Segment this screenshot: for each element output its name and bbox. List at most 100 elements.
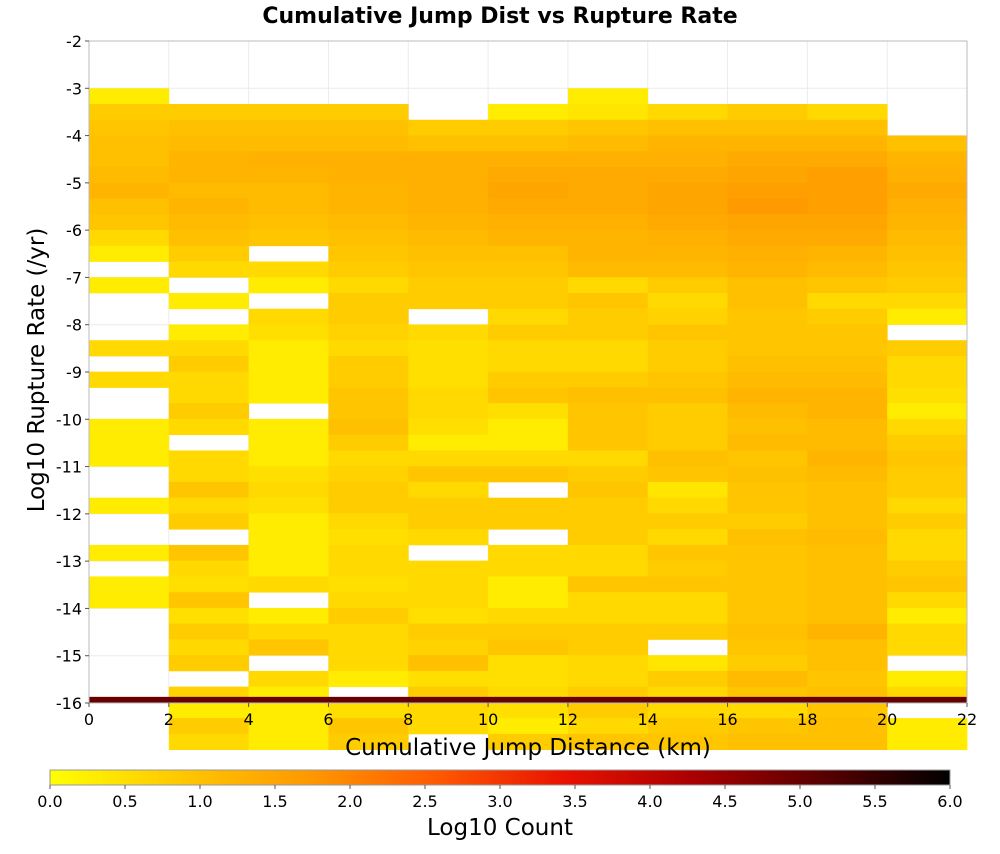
colorbar-tick-label: 4.5 bbox=[712, 792, 737, 811]
heatmap-cell bbox=[408, 497, 489, 514]
heatmap-cell bbox=[887, 151, 968, 168]
heatmap-cell bbox=[727, 497, 808, 514]
heatmap-cell bbox=[89, 198, 170, 215]
heatmap-cell bbox=[168, 104, 250, 121]
heatmap-cell bbox=[727, 733, 808, 751]
heatmap-cell bbox=[807, 592, 888, 609]
heatmap-cell bbox=[567, 355, 649, 373]
y-tick-label: -4 bbox=[66, 127, 82, 146]
heatmap-cell bbox=[727, 639, 808, 656]
heatmap-cell bbox=[727, 403, 808, 420]
heatmap-cell bbox=[408, 718, 489, 735]
heatmap-cell bbox=[567, 592, 649, 609]
heatmap-cell bbox=[567, 292, 649, 310]
heatmap-cell bbox=[248, 387, 329, 404]
heatmap-cell bbox=[567, 340, 649, 357]
heatmap-cell bbox=[807, 135, 888, 152]
heatmap-cell bbox=[727, 119, 808, 136]
heatmap-cell bbox=[248, 182, 329, 199]
heatmap-cell bbox=[488, 639, 569, 656]
heatmap-cell bbox=[248, 466, 329, 483]
heatmap-cell bbox=[328, 403, 409, 420]
heatmap-cell bbox=[647, 592, 728, 609]
heatmap-cell bbox=[408, 655, 489, 672]
heatmap-cell bbox=[887, 371, 968, 388]
heatmap-cell bbox=[647, 450, 728, 467]
heatmap-cell bbox=[248, 544, 329, 562]
heatmap-cell bbox=[89, 497, 170, 514]
heatmap-cell bbox=[328, 733, 409, 751]
heatmap-cell bbox=[328, 371, 409, 388]
x-tick-label: 12 bbox=[558, 710, 578, 729]
heatmap-cell bbox=[647, 230, 728, 247]
colorbar-tick-label: 1.0 bbox=[187, 792, 212, 811]
heatmap-cell bbox=[727, 481, 808, 499]
heatmap-cell bbox=[328, 355, 409, 373]
heatmap-cell bbox=[328, 497, 409, 514]
heatmap-cell bbox=[727, 387, 808, 404]
heatmap-cell bbox=[647, 403, 728, 420]
heatmap-cell bbox=[488, 245, 569, 262]
heatmap-cell bbox=[168, 387, 250, 404]
heatmap-cell bbox=[408, 387, 489, 404]
heatmap-cell bbox=[567, 513, 649, 530]
heatmap-cell bbox=[807, 497, 888, 514]
heatmap-cell bbox=[647, 655, 728, 672]
y-tick-label: -5 bbox=[66, 174, 82, 193]
heatmap-cell bbox=[807, 292, 888, 310]
x-axis-label: Cumulative Jump Distance (km) bbox=[345, 735, 711, 761]
heatmap-cell bbox=[89, 230, 170, 247]
heatmap-cell bbox=[727, 655, 808, 672]
y-tick-label: -8 bbox=[66, 316, 82, 335]
x-tick-label: 22 bbox=[957, 710, 977, 729]
heatmap-cell bbox=[567, 198, 649, 215]
heatmap-cell bbox=[248, 167, 329, 184]
heatmap-cell bbox=[647, 135, 728, 152]
heatmap-cell bbox=[408, 513, 489, 530]
heatmap-cell bbox=[408, 135, 489, 152]
heatmap-cell bbox=[408, 576, 489, 593]
heatmap-cell bbox=[807, 182, 888, 199]
heatmap-cell bbox=[567, 623, 649, 640]
y-tick-label: -13 bbox=[56, 552, 82, 571]
heatmap-cell bbox=[727, 230, 808, 247]
heatmap-cell bbox=[647, 702, 728, 719]
x-tick-label: 16 bbox=[717, 710, 737, 729]
heatmap-cell bbox=[89, 104, 170, 121]
heatmap-cell bbox=[727, 450, 808, 467]
heatmap-cell bbox=[567, 403, 649, 420]
heatmap-cell bbox=[248, 198, 329, 215]
heatmap-cell bbox=[168, 513, 250, 530]
heatmap-cell bbox=[647, 607, 728, 625]
heatmap-cell bbox=[408, 340, 489, 357]
heatmap-cell bbox=[168, 371, 250, 388]
heatmap-cell bbox=[168, 544, 250, 562]
heatmap-cell bbox=[567, 324, 649, 341]
heatmap-cell bbox=[647, 104, 728, 121]
colorbar-tick-label: 5.0 bbox=[787, 792, 812, 811]
heatmap-cell bbox=[328, 230, 409, 247]
heatmap-cell bbox=[248, 104, 329, 121]
heatmap-cell bbox=[488, 403, 569, 420]
x-tick-label: 20 bbox=[877, 710, 897, 729]
heatmap-cell bbox=[488, 670, 569, 688]
heatmap-cell bbox=[89, 434, 170, 451]
heatmap-cell bbox=[647, 434, 728, 451]
heatmap-cell bbox=[807, 151, 888, 168]
heatmap-cell bbox=[887, 718, 968, 735]
heatmap-cell bbox=[567, 135, 649, 152]
heatmap-cell bbox=[727, 418, 808, 436]
heatmap-cell bbox=[328, 639, 409, 656]
heatmap-cell bbox=[567, 481, 649, 499]
heatmap-cell bbox=[567, 450, 649, 467]
colorbar-tick-label: 4.0 bbox=[637, 792, 662, 811]
heatmap-cell bbox=[168, 560, 250, 577]
heatmap-cell bbox=[89, 371, 170, 388]
x-tick-label: 0 bbox=[84, 710, 94, 729]
colorbar-tick-label: 1.5 bbox=[262, 792, 287, 811]
heatmap-cell bbox=[567, 261, 649, 278]
heatmap-cell bbox=[647, 292, 728, 310]
heatmap-cell bbox=[328, 308, 409, 325]
heatmap-cell bbox=[647, 466, 728, 483]
heatmap-cell bbox=[807, 324, 888, 341]
